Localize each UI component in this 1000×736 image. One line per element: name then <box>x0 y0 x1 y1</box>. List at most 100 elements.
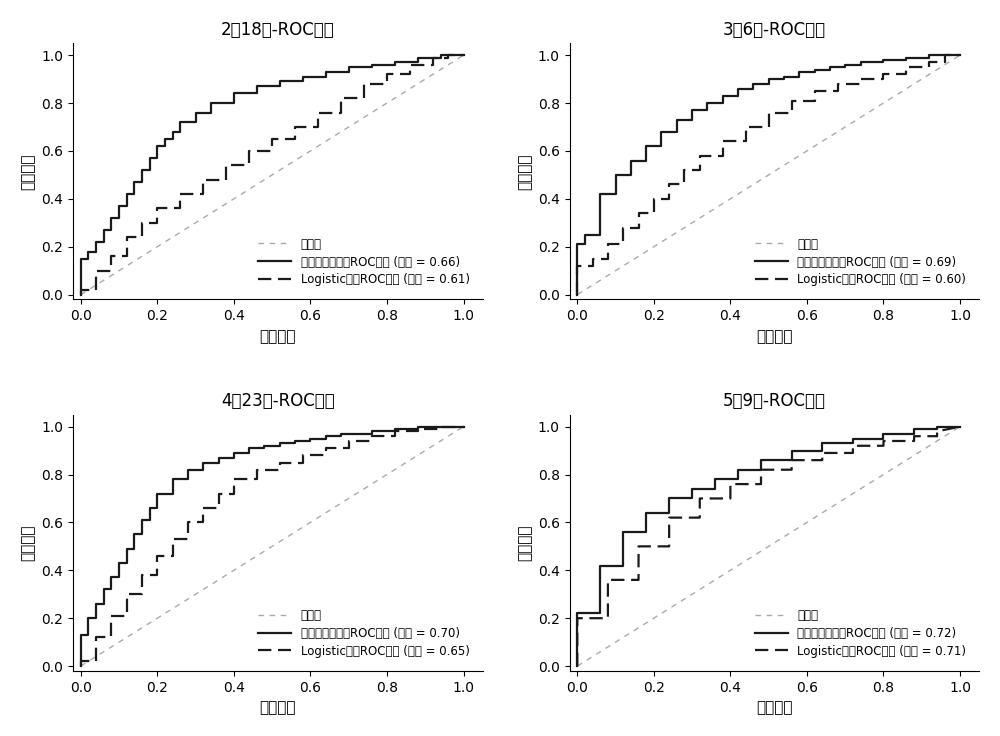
Logistic模型ROC曲线 (面积 = 0.60) <box>617 240 629 249</box>
相关向量机模型ROC曲线 (面积 = 0.72) <box>571 609 583 618</box>
Logistic模型ROC曲线 (面积 = 0.61) <box>151 204 163 213</box>
相关向量机模型ROC曲线 (面积 = 0.72) <box>617 561 629 570</box>
Logistic模型ROC曲线 (面积 = 0.60) <box>740 123 752 132</box>
相关向量机模型ROC曲线 (面积 = 0.69) <box>839 60 851 69</box>
Logistic模型ROC曲线 (面积 = 0.60) <box>602 255 614 263</box>
相关向量机模型ROC曲线 (面积 = 0.69) <box>571 290 583 299</box>
Logistic模型ROC曲线 (面积 = 0.60) <box>694 152 706 160</box>
相关向量机模型ROC曲线 (面积 = 0.69) <box>671 116 683 124</box>
Logistic模型ROC曲线 (面积 = 0.60) <box>809 87 821 96</box>
Logistic模型ROC曲线 (面积 = 0.61) <box>289 135 301 144</box>
Title: 4月23日-ROC曲线: 4月23日-ROC曲线 <box>221 392 335 410</box>
相关向量机模型ROC曲线 (面积 = 0.72) <box>847 439 859 447</box>
Logistic模型ROC曲线 (面积 = 0.65) <box>343 436 355 445</box>
相关向量机模型ROC曲线 (面积 = 0.72) <box>663 494 675 503</box>
Logistic模型ROC曲线 (面积 = 0.60) <box>717 152 729 160</box>
Logistic模型ROC曲线 (面积 = 0.61) <box>404 60 416 69</box>
Line: 相关向量机模型ROC曲线 (面积 = 0.70): 相关向量机模型ROC曲线 (面积 = 0.70) <box>81 427 464 666</box>
相关向量机模型ROC曲线 (面积 = 0.69) <box>747 79 759 88</box>
Title: 3月6日-ROC曲线: 3月6日-ROC曲线 <box>723 21 826 39</box>
Logistic模型ROC曲线 (面积 = 0.61) <box>243 146 255 155</box>
Logistic模型ROC曲线 (面积 = 0.71) <box>724 494 736 503</box>
Logistic模型ROC曲线 (面积 = 0.71) <box>633 576 645 584</box>
Legend: 对角线, 相关向量机模型ROC曲线 (面积 = 0.66), Logistic模型ROC曲线 (面积 = 0.61): 对角线, 相关向量机模型ROC曲线 (面积 = 0.66), Logistic模… <box>251 231 477 294</box>
Logistic模型ROC曲线 (面积 = 0.60) <box>939 51 951 60</box>
Logistic模型ROC曲线 (面积 = 0.65) <box>297 458 309 467</box>
相关向量机模型ROC曲线 (面积 = 0.69) <box>824 65 836 74</box>
Logistic模型ROC曲线 (面积 = 0.65) <box>136 570 148 579</box>
相关向量机模型ROC曲线 (面积 = 0.72) <box>877 434 889 443</box>
相关向量机模型ROC曲线 (面积 = 0.72) <box>908 429 920 438</box>
Logistic模型ROC曲线 (面积 = 0.65) <box>366 432 378 441</box>
Logistic模型ROC曲线 (面积 = 0.61) <box>121 233 133 241</box>
相关向量机模型ROC曲线 (面积 = 0.69) <box>610 171 622 180</box>
相关向量机模型ROC曲线 (面积 = 0.66) <box>205 99 217 107</box>
相关向量机模型ROC曲线 (面积 = 0.72) <box>877 429 889 438</box>
Logistic模型ROC曲线 (面积 = 0.71) <box>786 456 798 464</box>
相关向量机模型ROC曲线 (面积 = 0.72) <box>640 509 652 517</box>
相关向量机模型ROC曲线 (面积 = 0.66) <box>75 290 87 299</box>
相关向量机模型ROC曲线 (面积 = 0.69) <box>625 156 637 165</box>
Logistic模型ROC曲线 (面积 = 0.60) <box>587 255 599 263</box>
相关向量机模型ROC曲线 (面积 = 0.66) <box>320 72 332 81</box>
相关向量机模型ROC曲线 (面积 = 0.69) <box>717 91 729 100</box>
Logistic模型ROC曲线 (面积 = 0.65) <box>228 475 240 484</box>
Logistic模型ROC曲线 (面积 = 0.71) <box>755 480 767 489</box>
Logistic模型ROC曲线 (面积 = 0.65) <box>151 570 163 579</box>
Logistic模型ROC曲线 (面积 = 0.61) <box>312 108 324 117</box>
Logistic模型ROC曲线 (面积 = 0.65) <box>121 590 133 598</box>
Line: 相关向量机模型ROC曲线 (面积 = 0.66): 相关向量机模型ROC曲线 (面积 = 0.66) <box>81 55 464 294</box>
Y-axis label: 真正例率: 真正例率 <box>517 153 532 190</box>
Logistic模型ROC曲线 (面积 = 0.65) <box>458 422 470 431</box>
Logistic模型ROC曲线 (面积 = 0.60) <box>954 51 966 60</box>
Logistic模型ROC曲线 (面积 = 0.61) <box>136 233 148 241</box>
Title: 5月9日-ROC曲线: 5月9日-ROC曲线 <box>723 392 826 410</box>
Logistic模型ROC曲线 (面积 = 0.65) <box>343 444 355 453</box>
Logistic模型ROC曲线 (面积 = 0.71) <box>694 513 706 522</box>
X-axis label: 假正例率: 假正例率 <box>756 700 793 715</box>
Logistic模型ROC曲线 (面积 = 0.60) <box>602 240 614 249</box>
Logistic模型ROC曲线 (面积 = 0.65) <box>182 535 194 544</box>
Logistic模型ROC曲线 (面积 = 0.60) <box>663 194 675 203</box>
Logistic模型ROC曲线 (面积 = 0.65) <box>90 633 102 642</box>
相关向量机模型ROC曲线 (面积 = 0.69) <box>923 53 935 62</box>
Logistic模型ROC曲线 (面积 = 0.60) <box>763 123 775 132</box>
相关向量机模型ROC曲线 (面积 = 0.69) <box>954 51 966 60</box>
Logistic模型ROC曲线 (面积 = 0.60) <box>877 70 889 79</box>
相关向量机模型ROC曲线 (面积 = 0.69) <box>778 74 790 83</box>
Logistic模型ROC曲线 (面积 = 0.61) <box>197 175 209 184</box>
Logistic模型ROC曲线 (面积 = 0.71) <box>663 513 675 522</box>
Logistic模型ROC曲线 (面积 = 0.60) <box>786 108 798 117</box>
Logistic模型ROC曲线 (面积 = 0.65) <box>75 657 87 666</box>
Logistic模型ROC曲线 (面积 = 0.60) <box>678 180 690 189</box>
Logistic模型ROC曲线 (面积 = 0.65) <box>412 427 424 436</box>
Logistic模型ROC曲线 (面积 = 0.61) <box>75 286 87 294</box>
Logistic模型ROC曲线 (面积 = 0.61) <box>381 70 393 79</box>
Logistic模型ROC曲线 (面积 = 0.61) <box>358 79 370 88</box>
Logistic模型ROC曲线 (面积 = 0.60) <box>587 261 599 270</box>
Logistic模型ROC曲线 (面积 = 0.61) <box>174 204 186 213</box>
Logistic模型ROC曲线 (面积 = 0.65) <box>297 451 309 460</box>
相关向量机模型ROC曲线 (面积 = 0.69) <box>717 99 729 107</box>
Logistic模型ROC曲线 (面积 = 0.71) <box>602 614 614 623</box>
相关向量机模型ROC曲线 (面积 = 0.69) <box>747 84 759 93</box>
Logistic模型ROC曲线 (面积 = 0.65) <box>320 451 332 460</box>
Logistic模型ROC曲线 (面积 = 0.60) <box>571 261 583 270</box>
相关向量机模型ROC曲线 (面积 = 0.69) <box>939 51 951 60</box>
相关向量机模型ROC曲线 (面积 = 0.72) <box>931 425 943 434</box>
Logistic模型ROC曲线 (面积 = 0.65) <box>274 458 286 467</box>
相关向量机模型ROC曲线 (面积 = 0.70) <box>82 614 94 623</box>
Line: 相关向量机模型ROC曲线 (面积 = 0.72): 相关向量机模型ROC曲线 (面积 = 0.72) <box>577 427 960 666</box>
Logistic模型ROC曲线 (面积 = 0.61) <box>151 219 163 227</box>
相关向量机模型ROC曲线 (面积 = 0.72) <box>709 484 721 493</box>
相关向量机模型ROC曲线 (面积 = 0.72) <box>786 456 798 464</box>
相关向量机模型ROC曲线 (面积 = 0.69) <box>793 72 805 81</box>
相关向量机模型ROC曲线 (面积 = 0.69) <box>900 55 912 64</box>
Legend: 对角线, 相关向量机模型ROC曲线 (面积 = 0.70), Logistic模型ROC曲线 (面积 = 0.65): 对角线, 相关向量机模型ROC曲线 (面积 = 0.70), Logistic模… <box>251 602 477 665</box>
Logistic模型ROC曲线 (面积 = 0.65) <box>167 551 179 560</box>
Logistic模型ROC曲线 (面积 = 0.61) <box>427 53 439 62</box>
相关向量机模型ROC曲线 (面积 = 0.72) <box>640 528 652 537</box>
相关向量机模型ROC曲线 (面积 = 0.69) <box>809 65 821 74</box>
Logistic模型ROC曲线 (面积 = 0.61) <box>197 190 209 199</box>
Title: 2月18日-ROC曲线: 2月18日-ROC曲线 <box>221 21 335 39</box>
